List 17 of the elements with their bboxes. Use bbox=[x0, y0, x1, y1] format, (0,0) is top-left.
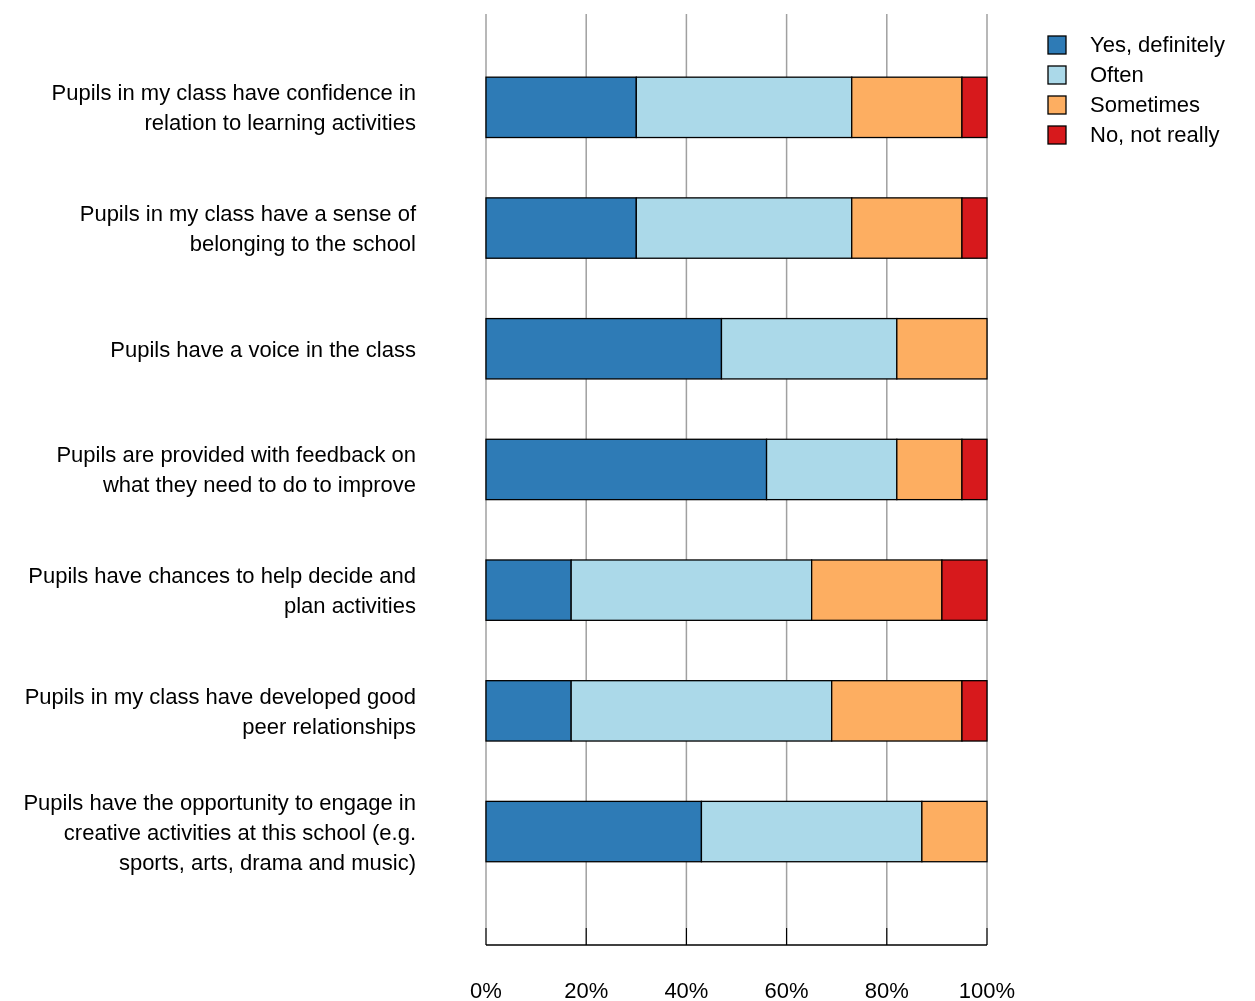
x-tick-label: 80% bbox=[864, 978, 909, 1001]
y-tick-label: Pupils have the opportunity to engage in creative activities at this school (e.g. sports, arts, drama and music) bbox=[23, 789, 416, 875]
legend-label: No, not really bbox=[1090, 122, 1220, 147]
y-tick-label: Pupils have a voice in the class bbox=[110, 336, 416, 362]
x-tick-label: 0% bbox=[470, 978, 502, 1001]
y-tick-label: Pupils have chances to help decide and plan activities bbox=[28, 563, 416, 619]
x-tick-label: 60% bbox=[764, 978, 809, 1001]
legend-label: Sometimes bbox=[1090, 92, 1201, 117]
x-tick-label: 20% bbox=[564, 978, 609, 1001]
legend-label: Yes, definitely bbox=[1090, 32, 1225, 57]
x-tick-label: 40% bbox=[664, 978, 709, 1001]
x-tick-label: 100% bbox=[958, 978, 1016, 1001]
legend-label: Often bbox=[1090, 62, 1144, 87]
y-tick-label: Pupils in my class have a sense of belonging to the school bbox=[79, 201, 417, 257]
y-tick-label: Pupils in my class have confidence in relation to learning activities bbox=[51, 80, 416, 136]
y-tick-label: Pupils in my class have developed good peer relationships bbox=[24, 683, 416, 739]
y-tick-label: Pupils are provided with feedback on what they need to do to improve bbox=[56, 442, 416, 498]
